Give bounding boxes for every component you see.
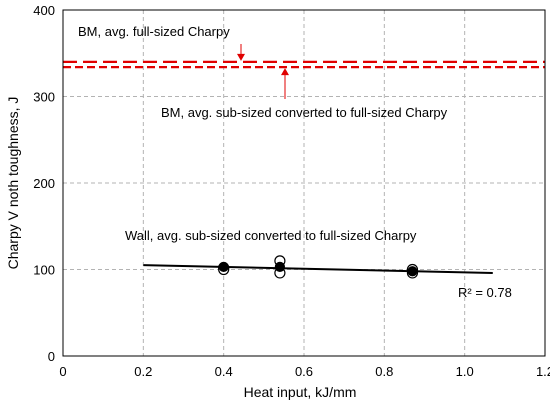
annotation-bm-full: BM, avg. full-sized Charpy <box>78 24 230 39</box>
annotation-bm-sub: BM, avg. sub-sized converted to full-siz… <box>161 105 448 120</box>
x-tick-label: 0.8 <box>375 364 393 379</box>
y-axis-label: Charpy V noth toughness, J <box>5 97 21 270</box>
plot-frame <box>62 9 546 357</box>
data-points <box>218 255 419 279</box>
x-tick-label: 0 <box>59 364 66 379</box>
arrow-bm-full-head <box>237 53 245 61</box>
trendline-group <box>143 264 493 274</box>
tick-labels: 0 0.2 0.4 0.6 0.8 1.0 1.2 0 100 200 300 400 <box>33 3 550 379</box>
x-axis-label: Heat input, kJ/mm <box>244 384 357 400</box>
y-tick-label: 0 <box>48 349 55 364</box>
trendline <box>143 264 493 274</box>
reference-lines <box>63 60 545 69</box>
y-tick-label: 400 <box>33 3 55 18</box>
x-tick-label: 0.4 <box>215 364 233 379</box>
annotation-wall: Wall, avg. sub-sized converted to full-s… <box>125 228 417 243</box>
x-tick-label: 1.2 <box>536 364 550 379</box>
grid <box>63 10 545 356</box>
axes <box>62 9 546 357</box>
y-tick-label: 300 <box>33 90 55 105</box>
y-tick-label: 200 <box>33 176 55 191</box>
x-tick-label: 0.6 <box>295 364 313 379</box>
r-squared-label: R² = 0.78 <box>458 285 512 300</box>
data-point-filled <box>274 261 285 273</box>
data-point-filled <box>407 266 418 277</box>
y-tick-label: 100 <box>33 263 55 278</box>
x-tick-label: 0.2 <box>134 364 152 379</box>
x-tick-label: 1.0 <box>456 364 474 379</box>
data-point-filled <box>218 261 229 273</box>
annotation-arrows <box>237 44 289 99</box>
arrow-bm-sub-head <box>281 68 289 76</box>
